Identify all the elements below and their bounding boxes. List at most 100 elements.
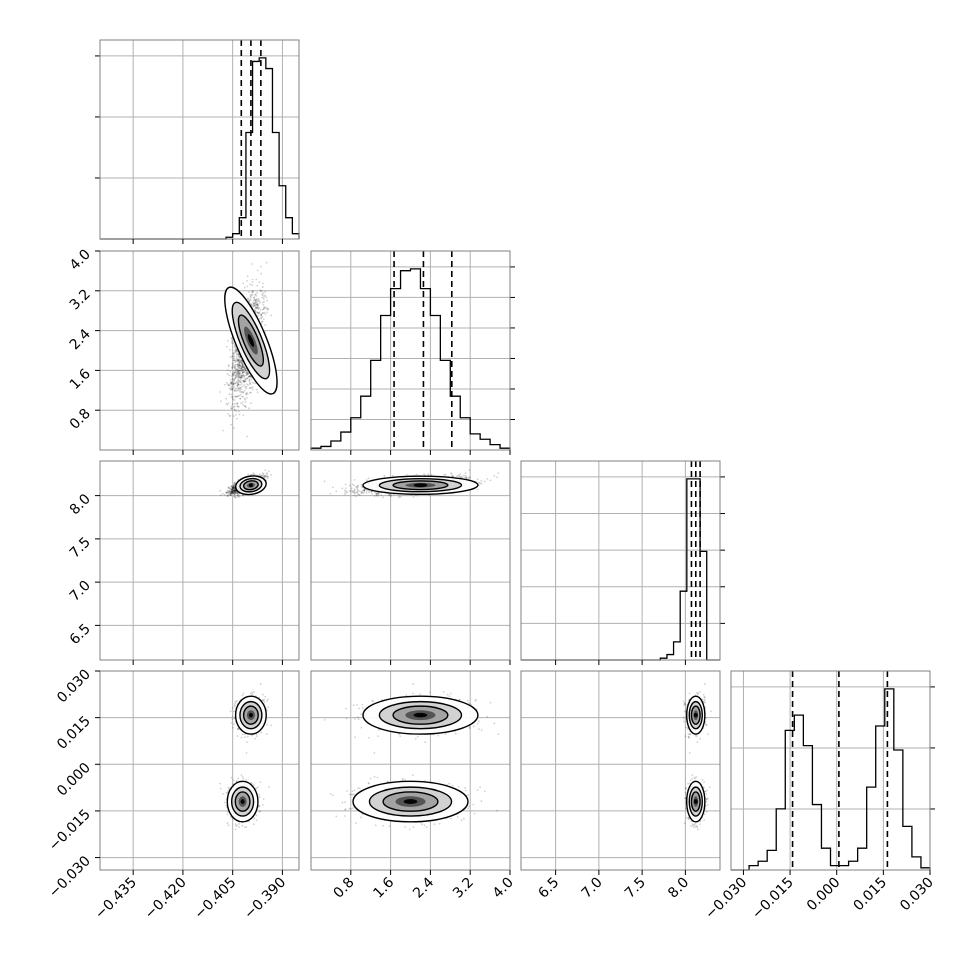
scatter-point [246, 374, 249, 376]
scatter-point [244, 386, 247, 388]
scatter-point [241, 395, 244, 398]
scatter-point [241, 366, 244, 369]
scatter-point [240, 391, 243, 393]
scatter-point [231, 372, 234, 375]
scatter-point [238, 369, 241, 372]
scatter-point [254, 293, 256, 296]
scatter-point [238, 376, 241, 379]
scatter-point [234, 375, 237, 378]
scatter-point [264, 313, 267, 316]
scatter-point [230, 490, 233, 493]
scatter-point [264, 475, 267, 478]
scatter-point [239, 376, 241, 379]
scatter-point [236, 363, 239, 366]
scatter-point [230, 423, 232, 426]
scatter-point [234, 387, 237, 390]
scatter-point [250, 296, 252, 299]
scatter-point [452, 475, 454, 477]
scatter-point [237, 379, 240, 382]
scatter-point [233, 355, 236, 358]
scatter-point [244, 368, 247, 371]
scatter-point [239, 378, 242, 381]
scatter-point [233, 427, 235, 430]
scatter-point [255, 310, 257, 313]
scatter-point [242, 366, 245, 369]
scatter-point [246, 373, 249, 375]
scatter-point [263, 307, 265, 310]
scatter-point [233, 409, 236, 412]
scatter-point [250, 402, 252, 405]
scatter-point [255, 305, 257, 307]
scatter-point [254, 301, 257, 303]
scatter-point [219, 489, 222, 492]
scatter-point [249, 375, 252, 378]
scatter-point [225, 491, 228, 494]
scatter-point [356, 488, 359, 491]
scatter-point [238, 374, 240, 377]
scatter-point [344, 493, 346, 496]
scatter-point [233, 367, 236, 370]
scatter-point [251, 693, 254, 696]
scatter-point [232, 383, 235, 385]
scatter-point [265, 307, 268, 310]
scatter-point [243, 380, 246, 383]
scatter-point [483, 480, 486, 483]
scatter-point [246, 275, 249, 278]
scatter-point [249, 374, 251, 377]
scatter-point [233, 359, 236, 362]
scatter-point [243, 368, 246, 370]
scatter-point [264, 475, 266, 477]
scatter-point [235, 374, 237, 376]
scatter-point [229, 379, 232, 381]
scatter-point [238, 371, 241, 374]
scatter-point [256, 312, 259, 314]
scatter-point [244, 378, 247, 381]
scatter-point [238, 373, 240, 376]
scatter-point [254, 299, 257, 302]
scatter-point [231, 340, 233, 342]
scatter-point [234, 492, 236, 495]
scatter-point [237, 365, 239, 367]
scatter-point [256, 306, 259, 308]
scatter-point [256, 292, 259, 294]
scatter-point [456, 475, 458, 477]
scatter-point [365, 492, 368, 494]
scatter-point [233, 385, 235, 388]
scatter-point [232, 382, 235, 385]
scatter-point [229, 710, 232, 713]
scatter-point [235, 700, 238, 702]
scatter-point [229, 370, 232, 373]
scatter-point [231, 715, 234, 718]
scatter-point [237, 370, 240, 372]
scatter-point [239, 359, 242, 361]
scatter-point [234, 395, 236, 398]
scatter-point [244, 367, 247, 370]
panel-frame [99, 39, 300, 240]
scatter-point [236, 363, 239, 366]
scatter-point [331, 486, 334, 489]
scatter-point [230, 336, 233, 339]
scatter-point [231, 363, 234, 366]
scatter-point [468, 469, 471, 471]
scatter-point [235, 355, 238, 358]
scatter-point [246, 435, 249, 438]
scatter-point [234, 363, 237, 366]
scatter-point [239, 367, 242, 370]
scatter-point [252, 291, 255, 293]
scatter-point [231, 397, 234, 400]
scatter-point [237, 388, 240, 390]
scatter-point [233, 382, 236, 385]
scatter-point [243, 286, 246, 289]
scatter-point [233, 366, 236, 368]
scatter-point [329, 492, 332, 495]
scatter-point [262, 318, 265, 321]
scatter-point [239, 361, 242, 363]
scatter-point [239, 364, 241, 367]
scatter-point [231, 489, 234, 492]
scatter-point [265, 261, 268, 264]
scatter-point [241, 391, 244, 394]
scatter-point [233, 379, 236, 382]
scatter-point [237, 383, 240, 386]
scatter-point [230, 382, 233, 385]
scatter-point [241, 375, 244, 377]
